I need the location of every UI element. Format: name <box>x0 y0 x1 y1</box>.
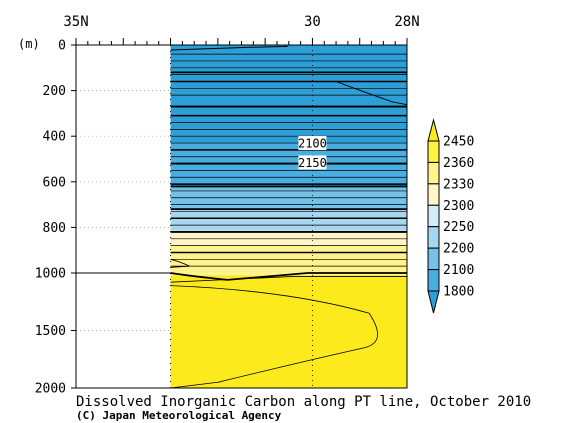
contour-curve <box>170 276 407 283</box>
colorbar-segment <box>427 269 440 292</box>
colorbar-label: 2450 <box>443 135 474 150</box>
color-region-2300-2330 <box>170 230 407 246</box>
y-tick-label: 400 <box>43 130 66 145</box>
contour-curve <box>170 81 407 106</box>
colorbar-bottom-arrow <box>427 290 440 314</box>
contour-label: 2150 <box>298 156 327 170</box>
y-tick-label: 1500 <box>35 324 66 339</box>
contour-label: 2100 <box>298 137 327 151</box>
color-region-2250-2300 <box>170 209 407 231</box>
colorbar-label: 2330 <box>443 177 474 192</box>
contour-curve <box>170 285 378 388</box>
y-tick-label: 800 <box>43 221 66 236</box>
colorbar-segment <box>427 204 440 228</box>
colorbar-label: 1800 <box>443 285 474 300</box>
y-tick-label: 2000 <box>35 382 66 397</box>
y-tick-label: 600 <box>43 175 66 190</box>
colorbar-segment <box>427 247 440 271</box>
colorbar-label: 2100 <box>443 263 474 278</box>
colorbar-segment <box>427 161 440 185</box>
contour-label-bg <box>298 136 327 151</box>
y-tick-label: 200 <box>43 84 66 99</box>
contour-label-bg <box>298 155 327 170</box>
x-tick-label: 35N <box>63 14 88 30</box>
colorbar-label: 2200 <box>443 242 474 257</box>
colorbar-label: 2250 <box>443 220 474 235</box>
y-tick-label: 0 <box>58 39 66 54</box>
chart-title: Dissolved Inorganic Carbon along PT line… <box>76 394 531 410</box>
colorbar-segment <box>427 226 440 249</box>
color-region-2100-2200 <box>170 143 407 189</box>
colorbar-segment <box>427 183 440 206</box>
y-unit-label: (m) <box>18 37 40 51</box>
contour-curve <box>170 45 288 51</box>
colorbar-label: 2360 <box>443 156 474 171</box>
y-tick-label: 1000 <box>35 267 66 282</box>
contour-curve <box>170 258 192 268</box>
color-region-2200-2250 <box>170 188 407 210</box>
colorbar-segment <box>427 140 440 163</box>
colorbar-top-arrow <box>427 118 440 142</box>
x-tick-label: 28N <box>394 14 419 30</box>
color-region->2360 <box>170 275 407 388</box>
color-region-<2100 <box>170 45 407 144</box>
chart-credit: (C) Japan Meteorological Agency <box>76 409 282 422</box>
color-region-2330-2360 <box>170 245 407 276</box>
x-tick-label: 30 <box>304 14 321 30</box>
colorbar-label: 2300 <box>443 199 474 214</box>
